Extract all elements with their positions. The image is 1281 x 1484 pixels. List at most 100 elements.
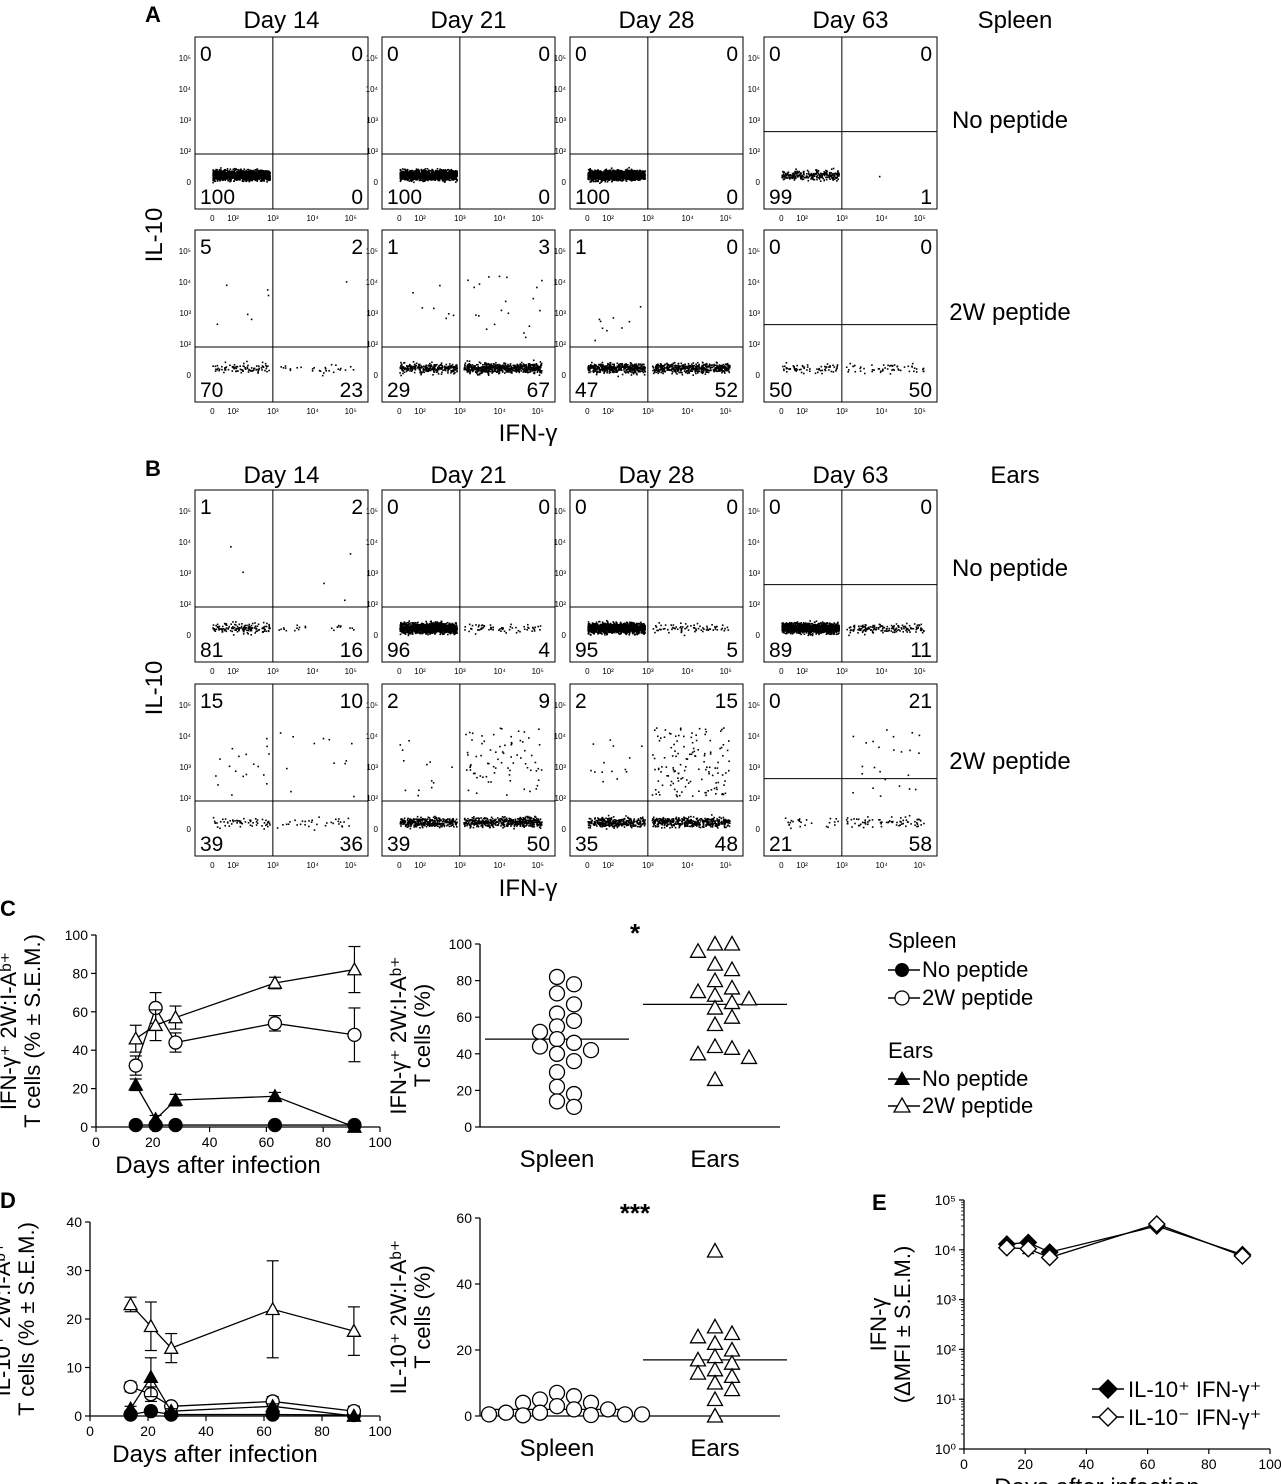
- y-tick-label: 100: [449, 936, 473, 952]
- x-tick-label: 100: [368, 1423, 392, 1439]
- x-tick-label: 10⁵: [532, 667, 544, 676]
- y-tick-label: 0: [562, 825, 567, 834]
- x-tick-label: 0: [585, 667, 590, 676]
- y-axis-label: T cells (%): [410, 984, 435, 1088]
- quadrant-upper-left-value: 2: [575, 690, 587, 713]
- data-point: [723, 960, 741, 977]
- x-tick-label: 10⁴: [306, 667, 319, 676]
- x-tick-label: 10³: [836, 861, 848, 870]
- data-point: [689, 982, 707, 999]
- y-tick-label: 10²: [554, 340, 566, 349]
- y-tick-label: 10⁴: [179, 538, 192, 547]
- data-point: [143, 1369, 159, 1384]
- y-tick-label: 10⁵: [554, 247, 566, 256]
- legend-ears-title: Ears: [888, 1038, 933, 1063]
- y-tick-label: 10²: [554, 600, 566, 609]
- y-tick-label: 0: [562, 178, 567, 187]
- y-tick-label: 0: [756, 631, 761, 640]
- y-tick-label: 10³: [179, 116, 191, 125]
- tissue-label: Spleen: [978, 7, 1053, 34]
- y-tick-label: 10⁴: [748, 538, 761, 547]
- data-point: [267, 1016, 283, 1031]
- x-tick-label: 10⁵: [532, 214, 544, 223]
- x-tick-label: 10³: [267, 407, 279, 416]
- data-point: [167, 1009, 184, 1024]
- x-tick-label: 10⁴: [493, 214, 506, 223]
- data-point: [723, 1008, 741, 1024]
- data-point: [346, 961, 363, 976]
- x-tick-label: 10³: [642, 407, 654, 416]
- y-tick-label: 10⁴: [748, 278, 761, 287]
- y-axis-label: IL-10⁺ 2W:I-Aᵇ⁺: [386, 1240, 411, 1395]
- event-dots: [587, 727, 731, 830]
- data-point: [706, 1070, 724, 1087]
- panel-letter-c: C: [0, 896, 16, 921]
- y-tick-label: 10⁴: [554, 85, 567, 94]
- data-point: [531, 1023, 549, 1040]
- y-tick-label: 40: [456, 1046, 472, 1062]
- data-point: [689, 1044, 707, 1061]
- data-point: [167, 1092, 184, 1106]
- quadrant-upper-left-value: 0: [769, 43, 781, 66]
- data-point: [706, 1374, 724, 1390]
- quadrant-lower-right-value: 52: [715, 379, 738, 402]
- x-tick-label: 10⁵: [720, 861, 732, 870]
- y-tick-label: 10⁴: [179, 278, 192, 287]
- x-tick-label: 80: [1201, 1456, 1217, 1472]
- quadrant-upper-left-value: 15: [200, 690, 223, 713]
- data-point: [497, 1404, 515, 1421]
- y-tick-label: 10²: [554, 147, 566, 156]
- y-tick-label: 0: [74, 1408, 82, 1424]
- flow-plot-frame: [763, 36, 938, 210]
- data-point: [706, 999, 724, 1015]
- quadrant-upper-left-value: 0: [769, 690, 781, 713]
- x-tick-label: 0: [210, 214, 215, 223]
- panel-letter-b: B: [145, 456, 161, 481]
- y-tick-label: 40: [456, 1276, 472, 1292]
- flow-plot: 0 0 10² 10² 10³ 10³ 10⁴ 10⁴ 10⁵ 10⁵ 0 0 95 5: [554, 489, 744, 676]
- data-point: [548, 1397, 566, 1415]
- y-tick-label: 10⁵: [179, 701, 191, 710]
- data-point: [514, 1407, 532, 1424]
- data-point: [565, 996, 583, 1013]
- quadrant-lower-left-value: 35: [575, 833, 598, 856]
- x-tick-label: 40: [202, 1134, 218, 1150]
- quadrant-lower-right-value: 1: [920, 186, 932, 209]
- x-tick-label: 0: [779, 407, 784, 416]
- data-point: [723, 1324, 741, 1341]
- y-tick-label: 10⁴: [366, 85, 379, 94]
- y-tick-label: 0: [80, 1119, 88, 1135]
- quadrant-lower-left-value: 96: [387, 639, 410, 662]
- x-tick-label: 10²: [602, 407, 614, 416]
- y-tick-label: 0: [187, 371, 192, 380]
- x-tick-label: 10⁴: [493, 861, 506, 870]
- x-tick-label: 10⁴: [681, 667, 694, 676]
- series-line: [135, 1006, 355, 1066]
- y-tick-label: 10³: [748, 763, 760, 772]
- flow-plot-frame: [194, 229, 369, 403]
- flow-plot: 0 0 10² 10² 10³ 10³ 10⁴ 10⁴ 10⁵ 10⁵ 1 2 81 16: [179, 489, 369, 676]
- quadrant-lower-right-value: 58: [909, 833, 932, 856]
- x-tick-label: 10²: [796, 667, 808, 676]
- data-point: [706, 971, 724, 988]
- x-tick-label: 60: [256, 1423, 272, 1439]
- x-tick-label: 10²: [414, 667, 426, 676]
- flow-x-axis-label: IFN-γ: [499, 875, 558, 902]
- y-tick-label: 10⁵: [748, 701, 760, 710]
- x-tick-label: 20: [140, 1423, 156, 1439]
- flow-plot: 0 0 10² 10² 10³ 10³ 10⁴ 10⁴ 10⁵ 10⁵ 0 0 89 11: [748, 489, 938, 676]
- legend-label-2w-peptide-spleen: 2W peptide: [922, 985, 1033, 1010]
- quadrant-lower-left-value: 99: [769, 186, 792, 209]
- series-diamond-open: [997, 1214, 1252, 1267]
- legend-label-no-peptide-ears: No peptide: [922, 1066, 1028, 1091]
- y-tick-label: 10³: [366, 309, 378, 318]
- series-triangle-open: [128, 945, 363, 1053]
- x-tick-label: 10⁵: [345, 407, 357, 416]
- quadrant-upper-left-value: 0: [769, 496, 781, 519]
- y-tick-label: 20: [72, 1081, 88, 1097]
- quadrant-upper-right-value: 9: [538, 690, 550, 713]
- panel-letter-d: D: [0, 1188, 16, 1213]
- data-point: [531, 1404, 549, 1421]
- flow-plot: 0 0 10² 10² 10³ 10³ 10⁴ 10⁴ 10⁵ 10⁵ 0 0 100 0: [554, 36, 744, 223]
- series-line: [130, 1375, 354, 1417]
